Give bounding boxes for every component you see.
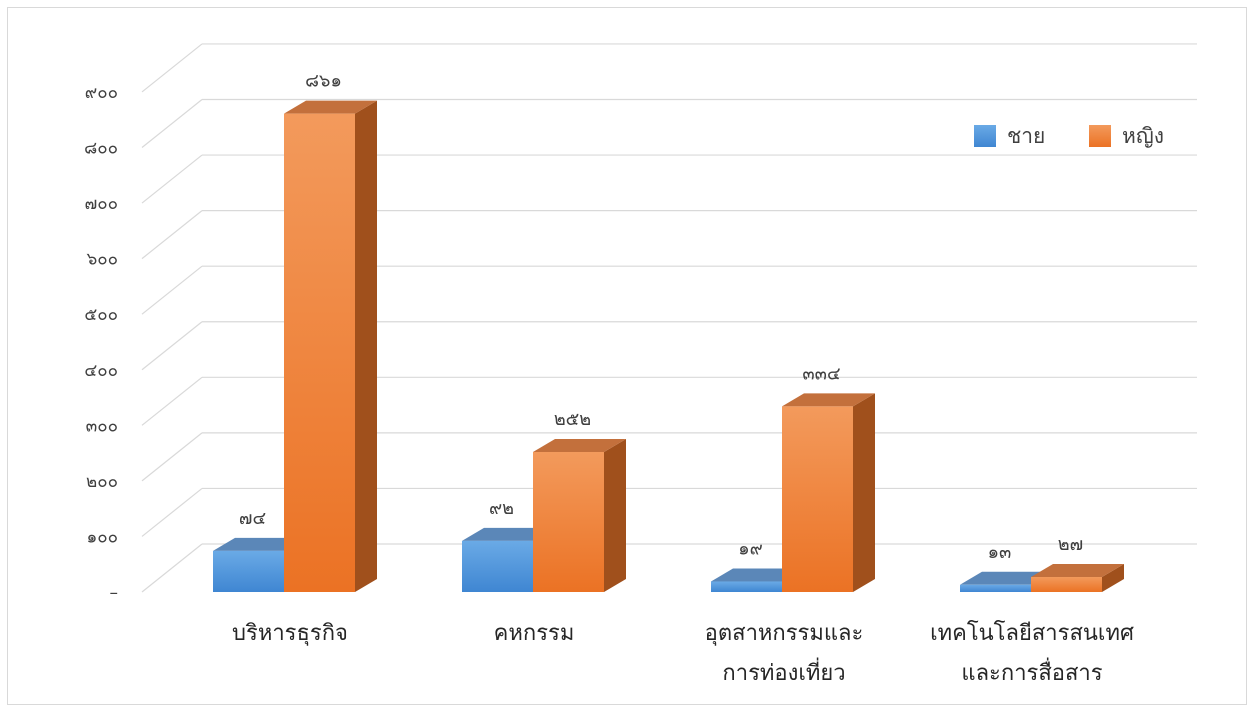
data-label: ๒๕๒ xyxy=(554,409,591,430)
gridline-diagonal xyxy=(141,543,203,593)
bar-top xyxy=(533,438,626,452)
data-label: ๑๓ xyxy=(988,542,1012,563)
category-label: บริหารธุรกิจ xyxy=(232,621,348,646)
gridline-diagonal xyxy=(141,265,203,315)
category-label: เทคโนโลยีสารสนเทศ xyxy=(930,620,1134,646)
bar xyxy=(1031,576,1102,592)
data-label: ๘๖๑ xyxy=(305,71,342,92)
bar-top xyxy=(284,100,377,114)
y-tick-label: ๙๐๐ xyxy=(85,83,118,103)
y-tick-label: ๘๐๐ xyxy=(84,139,118,159)
legend-swatch xyxy=(974,125,996,147)
bar-side xyxy=(355,100,377,592)
category-label: คหกรรม xyxy=(494,621,575,646)
bar-side xyxy=(853,393,875,592)
bar-top xyxy=(782,393,875,407)
data-label: ๙๒ xyxy=(489,498,514,519)
gridline-diagonal xyxy=(141,432,203,482)
data-label: ๒๗ xyxy=(1058,534,1083,555)
y-tick-label: ๑๐๐ xyxy=(86,527,118,547)
gridline-diagonal xyxy=(141,487,203,537)
bar xyxy=(533,451,604,592)
y-tick-label: ๓๐๐ xyxy=(86,416,118,436)
y-tick-label: ๖๐๐ xyxy=(86,250,118,270)
legend-label: ชาย xyxy=(1007,124,1045,148)
gridline-diagonal xyxy=(141,210,203,260)
bar xyxy=(462,540,533,592)
data-label: ๓๓๔ xyxy=(802,363,840,384)
y-tick-label: ๔๐๐ xyxy=(84,361,118,381)
y-tick-label: ๗๐๐ xyxy=(84,194,118,214)
bar xyxy=(711,581,782,592)
bar-top xyxy=(711,568,804,582)
bar xyxy=(213,550,284,592)
gridline-diagonal xyxy=(141,99,203,148)
bar xyxy=(960,584,1031,592)
bar-side xyxy=(604,438,626,592)
bar-top xyxy=(1031,563,1124,577)
bar-top xyxy=(462,527,555,541)
category-label: และการสื่อสาร xyxy=(961,657,1102,686)
gridline-diagonal xyxy=(141,154,203,204)
y-tick-label: – xyxy=(110,583,119,603)
category-label: อุตสาหกรรมและ xyxy=(705,621,864,646)
y-tick-label: ๒๐๐ xyxy=(86,472,118,492)
y-tick-label: ๕๐๐ xyxy=(84,305,118,325)
bar xyxy=(782,406,853,592)
gridline-diagonal xyxy=(141,43,203,93)
gridline-diagonal xyxy=(141,376,203,426)
gridline-diagonal xyxy=(141,321,203,371)
category-label: การท่องเที่ยว xyxy=(722,657,845,686)
bar xyxy=(284,113,355,592)
data-label: ๑๙ xyxy=(738,538,763,559)
bar-side xyxy=(1102,563,1124,592)
bar-top xyxy=(960,571,1053,585)
legend-swatch xyxy=(1089,125,1111,147)
data-label: ๗๔ xyxy=(239,508,266,529)
legend-label: หญิง xyxy=(1122,124,1164,148)
bar-top xyxy=(213,537,306,551)
